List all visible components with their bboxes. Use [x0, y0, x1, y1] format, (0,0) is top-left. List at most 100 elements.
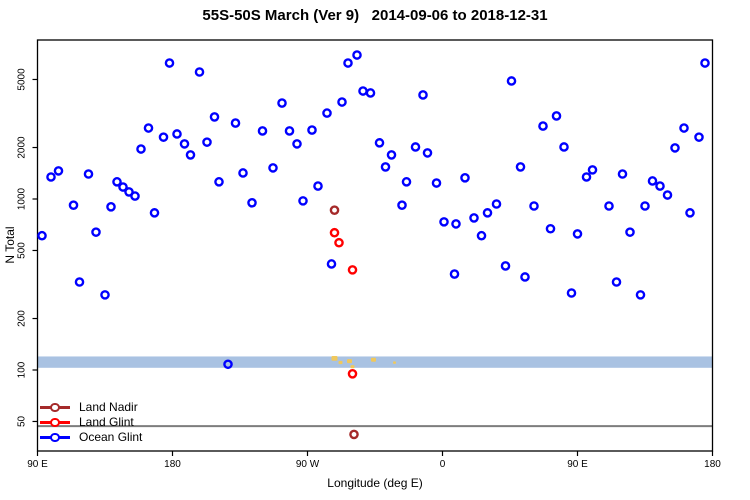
data-point-ocean-glint: [37, 230, 47, 241]
legend-label: Land Glint: [79, 415, 134, 429]
data-point-ocean-glint: [194, 67, 205, 77]
y-tick-label: 200: [17, 310, 28, 327]
yellow-mark: [393, 361, 396, 364]
data-point-ocean-glint: [604, 201, 614, 211]
x-tick-label: 90 E: [567, 459, 588, 470]
data-point-ocean-glint: [694, 132, 704, 142]
data-point-ocean-glint: [143, 123, 154, 133]
data-point-ocean-glint: [449, 269, 460, 279]
data-point-land-nadir: [329, 205, 340, 216]
land-nadir-marker-icon: [40, 400, 70, 415]
x-tick-label: 0: [440, 459, 446, 470]
data-point-ocean-glint: [551, 111, 562, 121]
data-point-ocean-glint: [268, 163, 278, 173]
data-point-ocean-glint: [410, 142, 421, 152]
data-point-ocean-glint: [118, 182, 128, 192]
data-point-ocean-glint: [397, 200, 407, 210]
data-point-ocean-glint: [352, 50, 362, 60]
data-point-ocean-glint: [130, 191, 140, 201]
data-point-ocean-glint: [566, 288, 577, 298]
y-tick-label: 2000: [17, 136, 28, 159]
data-point-ocean-glint: [374, 138, 385, 148]
data-point-ocean-glint: [202, 137, 212, 147]
plot-box: [36, 39, 714, 452]
data-point-ocean-glint: [500, 261, 511, 271]
data-point-ocean-glint: [386, 150, 397, 160]
data-point-ocean-glint: [292, 139, 302, 149]
data-point-ocean-glint: [247, 198, 257, 208]
legend: Land Nadir Land Glint Ocean Glint: [40, 400, 142, 445]
data-point-ocean-glint: [647, 176, 658, 186]
data-point-ocean-glint: [185, 150, 196, 160]
x-axis-title: Longitude (deg E): [327, 476, 423, 490]
data-point-ocean-glint: [418, 90, 428, 100]
data-point-land-nadir: [349, 429, 359, 440]
data-point-ocean-glint: [662, 190, 673, 200]
x-tick-label: 180: [164, 459, 181, 470]
data-point-ocean-glint: [365, 88, 376, 98]
data-point-ocean-glint: [401, 177, 412, 187]
data-point-ocean-glint: [538, 121, 548, 131]
data-point-ocean-glint: [172, 129, 182, 139]
data-point-ocean-glint: [469, 213, 479, 223]
y-tick-label: 1000: [17, 187, 28, 210]
x-tick-label: 90 W: [296, 459, 320, 470]
data-point-ocean-glint: [209, 112, 220, 122]
data-point-ocean-glint: [100, 290, 110, 300]
data-point-ocean-glint: [482, 208, 493, 218]
data-point-ocean-glint: [559, 142, 569, 152]
data-point-ocean-glint: [106, 202, 116, 212]
data-point-ocean-glint: [700, 58, 710, 68]
x-tick-label: 90 E: [27, 459, 48, 470]
data-point-ocean-glint: [307, 125, 317, 135]
yellow-mark: [371, 357, 376, 362]
data-point-ocean-glint: [343, 58, 353, 68]
data-point-ocean-glint: [358, 86, 368, 96]
data-point-ocean-glint: [572, 229, 583, 239]
data-point-ocean-glint: [284, 126, 295, 136]
data-point-ocean-glint: [326, 259, 337, 269]
data-point-ocean-glint: [439, 217, 449, 227]
legend-item-ocean-glint: Ocean Glint: [40, 430, 142, 445]
data-point-ocean-glint: [83, 169, 94, 179]
data-point-ocean-glint: [214, 177, 224, 187]
legend-label: Land Nadir: [79, 400, 138, 414]
data-point-ocean-glint: [179, 139, 190, 149]
data-point-ocean-glint: [587, 165, 598, 175]
data-point-ocean-glint: [149, 208, 160, 218]
data-point-ocean-glint: [581, 172, 592, 182]
data-point-land-glint: [334, 237, 344, 248]
data-point-ocean-glint: [617, 169, 628, 179]
data-point-ocean-glint: [422, 148, 433, 158]
y-tick-label: 100: [17, 361, 28, 378]
data-point-ocean-glint: [136, 144, 146, 154]
yellow-mark: [338, 360, 343, 365]
data-point-ocean-glint: [611, 277, 622, 287]
highlight-band: [37, 356, 713, 368]
data-point-ocean-glint: [545, 223, 556, 234]
yellow-mark: [331, 355, 338, 361]
data-point-ocean-glint: [655, 181, 665, 191]
data-point-ocean-glint: [685, 208, 695, 218]
legend-label: Ocean Glint: [79, 430, 143, 444]
data-point-ocean-glint: [46, 172, 56, 182]
data-point-ocean-glint: [158, 132, 169, 142]
data-point-land-glint: [347, 265, 358, 275]
data-point-ocean-glint: [223, 359, 233, 370]
data-point-ocean-glint: [112, 177, 122, 187]
data-point-land-glint: [347, 369, 358, 379]
yellow-mark: [347, 359, 352, 364]
data-point-ocean-glint: [640, 201, 650, 211]
data-point-ocean-glint: [124, 187, 134, 197]
data-point-ocean-glint: [506, 76, 517, 86]
data-point-ocean-glint: [491, 199, 502, 209]
ocean-glint-marker-icon: [40, 430, 70, 445]
y-axis-title: N Total: [3, 226, 17, 264]
data-point-ocean-glint: [520, 272, 530, 282]
y-tick-label: 5000: [17, 68, 28, 91]
yellow-mark: [350, 365, 355, 369]
data-point-ocean-glint: [277, 98, 287, 108]
data-point-ocean-glint: [164, 58, 175, 68]
